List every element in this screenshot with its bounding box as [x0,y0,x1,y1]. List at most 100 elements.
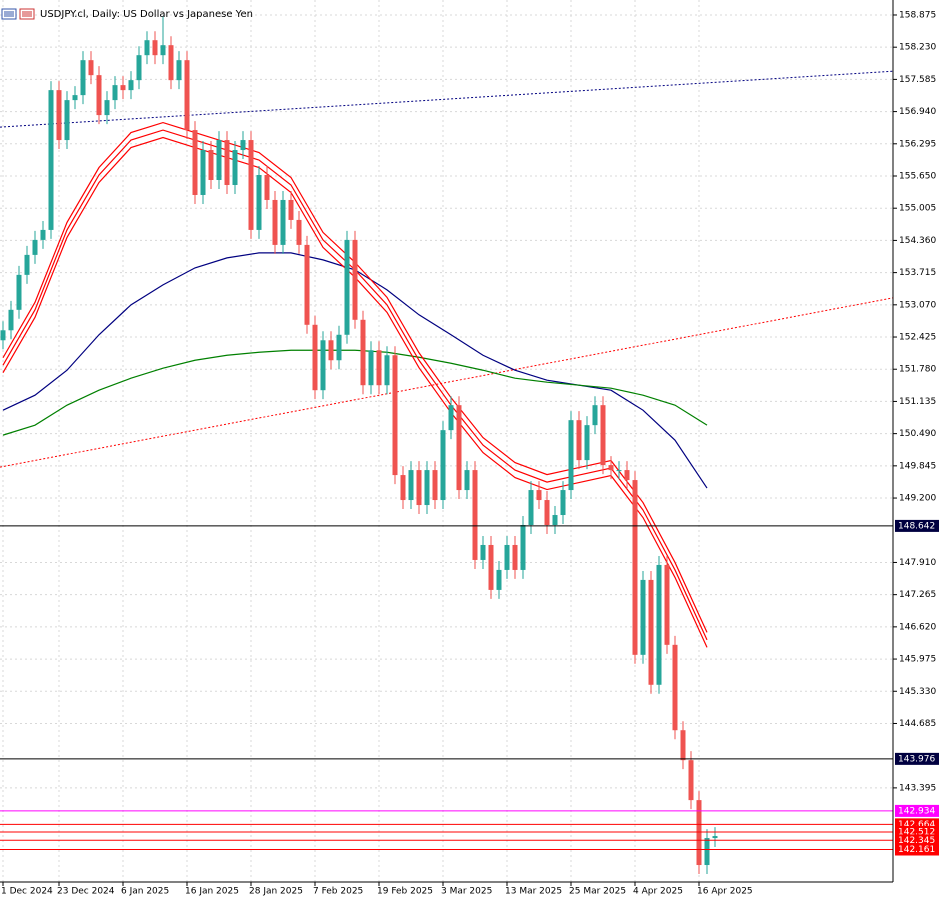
candle-body [576,420,582,461]
level-label: 142.512 [898,827,935,837]
candle-body [232,150,238,185]
candle-body [224,140,230,185]
candle-body [144,40,150,56]
candle-body [616,470,622,472]
level-label-bg [895,804,939,817]
candle-body [680,730,686,761]
candle-body [192,130,198,195]
trendline [0,70,894,128]
candle-body [56,90,62,141]
candle-body [48,90,54,230]
y-tick-label: 156.295 [899,139,936,149]
x-tick-label: 4 Apr 2025 [633,887,683,897]
trendline [0,297,894,468]
candle-body [472,470,478,560]
x-tick-label: 28 Jan 2025 [249,887,303,897]
candle-body [600,405,606,466]
candle-body [352,239,358,320]
candle-body [216,140,222,180]
x-tick-label: 6 Jan 2025 [121,887,169,897]
candle-body [432,470,438,501]
candle-body [568,420,574,491]
candle-body [200,150,206,195]
candle-body [392,355,398,476]
candle-body [400,475,406,501]
y-tick-label: 155.005 [899,204,936,214]
candle-body [496,569,502,590]
candle-body [64,100,70,141]
candle-body [640,579,646,655]
candle-body [520,525,526,570]
y-tick-label: 152.425 [899,333,936,343]
y-tick-label: 145.330 [899,687,936,697]
candle-body [296,219,302,245]
candle-body [552,515,558,526]
candle-body [40,229,46,240]
candle-body [560,490,566,516]
chart-title: USDJPY.cl, Daily: US Dollar vs Japanese … [40,9,253,20]
y-tick-label: 157.585 [899,75,936,85]
candle-body [456,405,462,491]
candle-body [584,425,590,461]
y-tick-label: 150.490 [899,429,936,439]
y-tick-label: 143.395 [899,783,936,793]
candle-body [312,324,318,391]
candle-body [528,490,534,526]
candle-body [376,350,382,386]
x-tick-label: 3 Mar 2025 [441,887,492,897]
candle-body [664,564,670,645]
candle-body [448,405,454,431]
level-label-bg [895,843,939,856]
grid [0,0,893,882]
candle-body [608,465,614,471]
candle-body [688,760,694,801]
candle-body [648,579,654,685]
candle-body [8,309,14,331]
candle-body [256,175,262,230]
x-tick-label: 19 Feb 2025 [377,887,433,897]
level-label: 142.161 [898,845,935,855]
y-tick-label: 154.360 [899,236,936,246]
y-tick-label: 153.715 [899,268,936,278]
y-tick-label: 151.780 [899,365,936,375]
level-label: 148.642 [898,521,935,531]
level-label: 142.345 [898,836,935,846]
candle-body [0,330,6,341]
candle-body [488,544,494,590]
y-tick-label: 158.875 [899,10,936,20]
candle-body [280,199,286,245]
x-tick-label: 16 Jan 2025 [185,887,239,897]
candle-body [152,40,158,56]
candle-body [632,480,638,655]
level-label: 143.976 [898,754,935,764]
candle-body [336,334,342,361]
candle-body [304,244,310,325]
y-tick-label: 149.845 [899,461,936,471]
candle-body [712,836,718,839]
candle-body [368,350,374,386]
level-label-bg [895,519,939,532]
candle-body [672,644,678,731]
candle-body [72,95,78,101]
candle-body [184,60,190,131]
candle-body [288,199,294,220]
candle-body [264,175,270,200]
candle-body [504,544,510,570]
candle-body [408,470,414,501]
candle-body [624,470,630,481]
candle-body [88,60,94,76]
y-tick-label: 146.620 [899,622,936,632]
levels: 148.642 143.976 142.934 142.664142.512142.3… [0,519,939,856]
y-tick-label: 158.230 [899,43,936,53]
y-tick-label: 147.910 [899,558,936,568]
candle-body [320,340,326,391]
y-tick-label: 155.650 [899,172,936,182]
candle-body [16,274,22,310]
candle-body [128,80,134,91]
candle-body [120,85,126,91]
candle-body [464,470,470,491]
candle-body [328,340,334,361]
x-tick-label: 1 Dec 2024 [1,887,53,897]
candle-body [544,500,550,526]
